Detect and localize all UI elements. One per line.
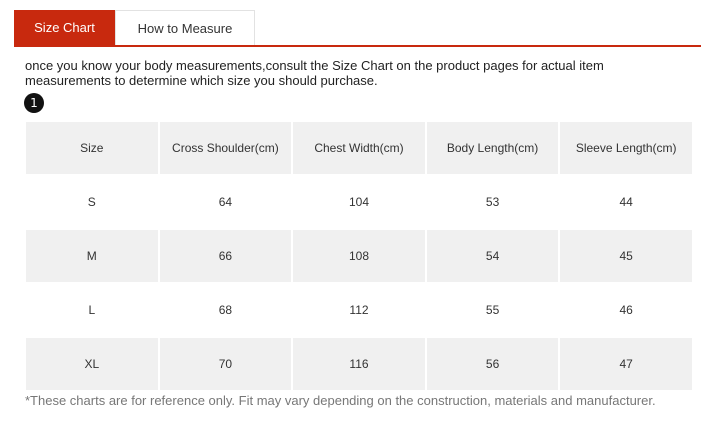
table-cell: 66 [159,230,292,282]
tab-underline [14,45,701,47]
table-row: L 68 112 55 46 [26,284,692,336]
table-cell: 46 [560,284,692,336]
table-cell: XL [26,338,158,390]
intro-text: once you know your body measurements,con… [25,58,604,88]
reference-footnote: *These charts are for reference only. Fi… [25,393,656,408]
table-cell: 64 [159,176,292,228]
table-cell: 45 [560,230,692,282]
table-cell: 54 [426,230,559,282]
table-cell: 112 [293,284,425,336]
size-table: Size Cross Shoulder(cm) Chest Width(cm) … [24,120,694,392]
table-row: M 66 108 54 45 [26,230,692,282]
table-cell: S [26,176,158,228]
table-cell: M [26,230,158,282]
table-cell: 56 [426,338,559,390]
header-sleeve-length: Sleeve Length(cm) [560,122,692,174]
header-chest-width: Chest Width(cm) [293,122,425,174]
table-cell: 108 [293,230,425,282]
table-cell: 104 [293,176,425,228]
table-header-row: Size Cross Shoulder(cm) Chest Width(cm) … [26,122,692,174]
table-cell: 116 [293,338,425,390]
tab-bar: Size Chart How to Measure [14,10,701,47]
step-number-badge: 1 [24,93,44,113]
tab-how-to-measure[interactable]: How to Measure [115,10,255,46]
table-cell: 53 [426,176,559,228]
table-cell: L [26,284,158,336]
table-cell: 44 [560,176,692,228]
table-cell: 68 [159,284,292,336]
table-row: S 64 104 53 44 [26,176,692,228]
table-row: XL 70 116 56 47 [26,338,692,390]
tab-size-chart[interactable]: Size Chart [14,10,115,46]
table-cell: 47 [560,338,692,390]
header-size: Size [26,122,158,174]
header-body-length: Body Length(cm) [426,122,559,174]
table-cell: 70 [159,338,292,390]
header-cross-shoulder: Cross Shoulder(cm) [159,122,292,174]
table-cell: 55 [426,284,559,336]
